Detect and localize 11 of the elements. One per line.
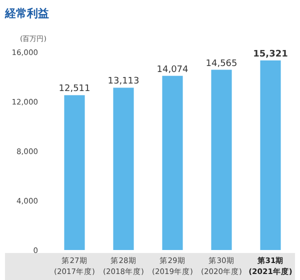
bar bbox=[211, 70, 232, 250]
data-label: 13,113 bbox=[108, 76, 140, 87]
chart-title: 経常利益 bbox=[4, 7, 49, 20]
bar bbox=[64, 95, 85, 250]
bar bbox=[113, 88, 134, 250]
data-label: 12,511 bbox=[58, 84, 90, 94]
bar bbox=[260, 60, 281, 250]
data-label: 14,565 bbox=[206, 58, 238, 69]
bar bbox=[162, 76, 183, 250]
data-label: 15,321 bbox=[253, 49, 288, 60]
data-label: 14,074 bbox=[156, 64, 189, 75]
